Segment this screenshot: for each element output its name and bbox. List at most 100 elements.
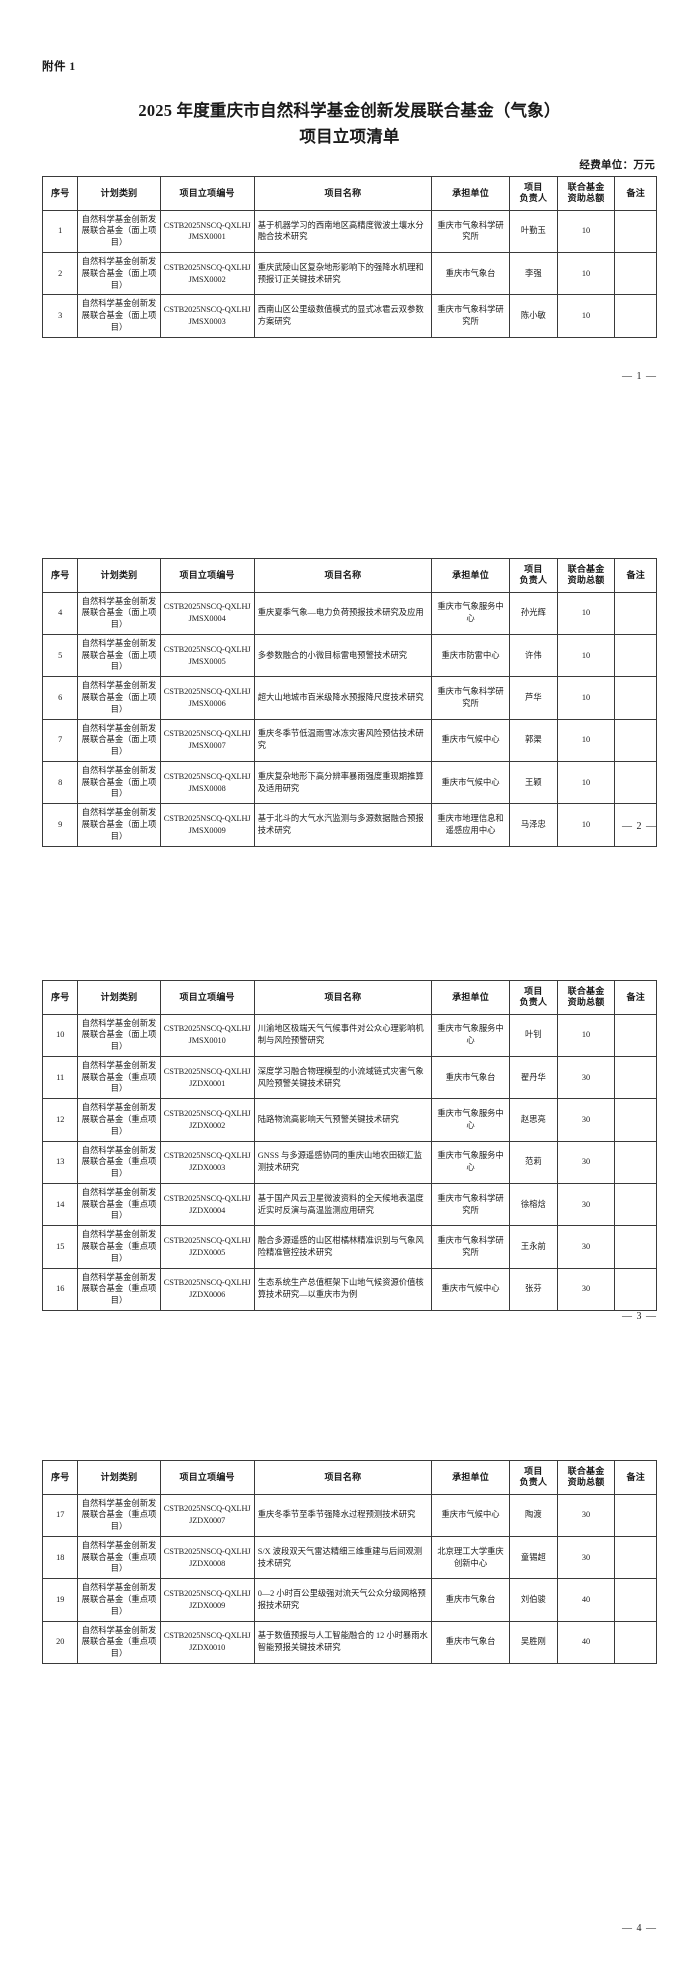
cell-name: 重庆夏季气象—电力负荷预报技术研究及应用: [253, 591, 433, 635]
table-row: 11 自然科学基金创新发展联合基金（重点项目） CSTB2025NSCQ-QXL…: [41, 1055, 657, 1100]
cell-amount: 30: [556, 1140, 616, 1184]
header-org: 承担单位: [431, 176, 511, 211]
cell-code: CSTB2025NSCQ-QXLHJJZDX0002: [159, 1098, 255, 1142]
cell-code: CSTB2025NSCQ-QXLHJJMSX0009: [159, 803, 255, 847]
cell-pi: 郭渠: [509, 718, 558, 762]
header-amount-line-1: 联合基金: [567, 986, 605, 996]
header-code: 项目立项编号: [159, 558, 255, 593]
cell-category: 自然科学基金创新发展联合基金（重点项目）: [77, 1225, 161, 1269]
title-line-1: 2025 年度重庆市自然科学基金创新发展联合基金（气象）: [138, 101, 561, 120]
document-page-1: 附件 1 2025 年度重庆市自然科学基金创新发展联合基金（气象） 项目立项清单…: [0, 0, 699, 494]
cell-note: [614, 1140, 657, 1184]
cell-org: 重庆市气候中心: [431, 760, 511, 805]
header-name: 项目名称: [253, 176, 433, 211]
cell-name: 基于机器学习的西南地区高精度微波土壤水分融合技术研究: [253, 209, 433, 253]
cell-code: CSTB2025NSCQ-QXLHJJZDX0003: [159, 1140, 255, 1184]
cell-amount: 10: [556, 294, 616, 338]
cell-pi: 叶勤玉: [509, 209, 558, 253]
cell-pi: 王颖: [509, 760, 558, 805]
header-pi-line-2: 负责人: [519, 575, 548, 586]
cell-name: 超大山地城市百米级降水预报降尺度技术研究: [253, 676, 433, 720]
cell-category: 自然科学基金创新发展联合基金（面上项目）: [77, 803, 161, 847]
cell-note: [614, 760, 657, 805]
cell-index: 4: [41, 591, 79, 635]
header-pi: 项目 负责人: [509, 1460, 558, 1495]
cell-org: 重庆市防雷中心: [431, 633, 511, 678]
header-pi-line-2: 负责人: [519, 1477, 548, 1488]
cell-index: 5: [41, 633, 79, 678]
cell-code: CSTB2025NSCQ-QXLHJJMSX0010: [159, 1013, 255, 1057]
header-amount-line-2: 资助总额: [567, 575, 605, 586]
cell-code: CSTB2025NSCQ-QXLHJJZDX0009: [159, 1578, 255, 1622]
cell-org: 重庆市气象科学研究所: [431, 1182, 511, 1227]
cell-category: 自然科学基金创新发展联合基金（重点项目）: [77, 1098, 161, 1142]
cell-name: 多参数融合的小微目标雷电预警技术研究: [253, 633, 433, 678]
cell-org: 重庆市气象服务中心: [431, 591, 511, 635]
cell-note: [614, 1055, 657, 1100]
cell-pi: 吴胜刚: [509, 1620, 558, 1664]
table-row: 17 自然科学基金创新发展联合基金（重点项目） CSTB2025NSCQ-QXL…: [41, 1493, 657, 1537]
cell-category: 自然科学基金创新发展联合基金（重点项目）: [77, 1140, 161, 1184]
table-row: 16 自然科学基金创新发展联合基金（重点项目） CSTB2025NSCQ-QXL…: [41, 1267, 657, 1311]
cell-pi: 刘伯骏: [509, 1578, 558, 1622]
cell-pi: 孙光辉: [509, 591, 558, 635]
cell-category: 自然科学基金创新发展联合基金（面上项目）: [77, 294, 161, 338]
cell-name: 基于国产风云卫星微波资料的全天候地表温度近实时反演与高温监测应用研究: [253, 1182, 433, 1227]
cell-amount: 30: [556, 1535, 616, 1580]
cell-category: 自然科学基金创新发展联合基金（面上项目）: [77, 760, 161, 805]
cell-org: 重庆市气象服务中心: [431, 1013, 511, 1057]
cell-name: 基于数值预报与人工智能融合的 12 小时暴雨水智能预报关键技术研究: [253, 1620, 433, 1664]
cell-amount: 10: [556, 676, 616, 720]
cell-org: 重庆市气候中心: [431, 718, 511, 762]
cell-amount: 10: [556, 760, 616, 805]
table-row: 14 自然科学基金创新发展联合基金（重点项目） CSTB2025NSCQ-QXL…: [41, 1182, 657, 1227]
cell-pi: 马泽忠: [509, 803, 558, 847]
cell-name: 川渝地区极端天气气候事件对公众心理影响机制与风险预警研究: [253, 1013, 433, 1057]
cell-index: 2: [41, 251, 79, 296]
table-body-page-1: 1 自然科学基金创新发展联合基金（面上项目） CSTB2025NSCQ-QXLH…: [41, 209, 657, 338]
document-page-4: 序号 计划类别 项目立项编号 项目名称 承担单位 项目 负责人 联合基金 资助总…: [0, 1414, 699, 1974]
cell-note: [614, 1535, 657, 1580]
header-index: 序号: [41, 980, 79, 1015]
cell-category: 自然科学基金创新发展联合基金（面上项目）: [77, 591, 161, 635]
table-header-row: 序号 计划类别 项目立项编号 项目名称 承担单位 项目 负责人 联合基金 资助总…: [41, 980, 657, 1015]
cell-code: CSTB2025NSCQ-QXLHJJZDX0004: [159, 1182, 255, 1227]
header-code: 项目立项编号: [159, 176, 255, 211]
document-page-2: 序号 计划类别 项目立项编号 项目名称 承担单位 项目 负责人 联合基金 资助总…: [0, 494, 699, 930]
table-row: 13 自然科学基金创新发展联合基金（重点项目） CSTB2025NSCQ-QXL…: [41, 1140, 657, 1184]
cell-org: 重庆市气象台: [431, 1620, 511, 1664]
header-name: 项目名称: [253, 980, 433, 1015]
header-index: 序号: [41, 176, 79, 211]
cell-name: 重庆冬季节至季节强降水过程预测技术研究: [253, 1493, 433, 1537]
cell-note: [614, 209, 657, 253]
cell-org: 重庆市气象台: [431, 1578, 511, 1622]
cell-pi: 陶渡: [509, 1493, 558, 1537]
cell-code: CSTB2025NSCQ-QXLHJJMSX0001: [159, 209, 255, 253]
cell-note: [614, 1098, 657, 1142]
cell-org: 重庆市气象台: [431, 1055, 511, 1100]
header-pi: 项目 负责人: [509, 176, 558, 211]
cell-note: [614, 633, 657, 678]
page-number: — 3 —: [622, 1311, 657, 1322]
cell-index: 6: [41, 676, 79, 720]
cell-category: 自然科学基金创新发展联合基金（重点项目）: [77, 1182, 161, 1227]
header-amount-line-2: 资助总额: [567, 193, 605, 204]
header-note: 备注: [614, 980, 657, 1015]
table-body-page-3: 10 自然科学基金创新发展联合基金（面上项目） CSTB2025NSCQ-QXL…: [41, 1013, 657, 1311]
cell-pi: 童锡超: [509, 1535, 558, 1580]
table-header-row: 序号 计划类别 项目立项编号 项目名称 承担单位 项目 负责人 联合基金 资助总…: [41, 176, 657, 211]
cell-code: CSTB2025NSCQ-QXLHJJMSX0006: [159, 676, 255, 720]
cell-name: 0—2 小时百公里级强对流天气公众分级网格预报技术研究: [253, 1578, 433, 1622]
header-code: 项目立项编号: [159, 980, 255, 1015]
cell-code: CSTB2025NSCQ-QXLHJJMSX0007: [159, 718, 255, 762]
cell-code: CSTB2025NSCQ-QXLHJJMSX0003: [159, 294, 255, 338]
project-table-page-4: 序号 计划类别 项目立项编号 项目名称 承担单位 项目 负责人 联合基金 资助总…: [41, 1460, 657, 1664]
cell-name: 生态系统生产总值框架下山地气候资源价值核算技术研究—以重庆市为例: [253, 1267, 433, 1311]
header-index: 序号: [41, 1460, 79, 1495]
cell-category: 自然科学基金创新发展联合基金（面上项目）: [77, 251, 161, 296]
table-body-page-2: 4 自然科学基金创新发展联合基金（面上项目） CSTB2025NSCQ-QXLH…: [41, 591, 657, 847]
cell-amount: 30: [556, 1098, 616, 1142]
cell-index: 13: [41, 1140, 79, 1184]
cell-amount: 10: [556, 209, 616, 253]
cell-amount: 10: [556, 633, 616, 678]
